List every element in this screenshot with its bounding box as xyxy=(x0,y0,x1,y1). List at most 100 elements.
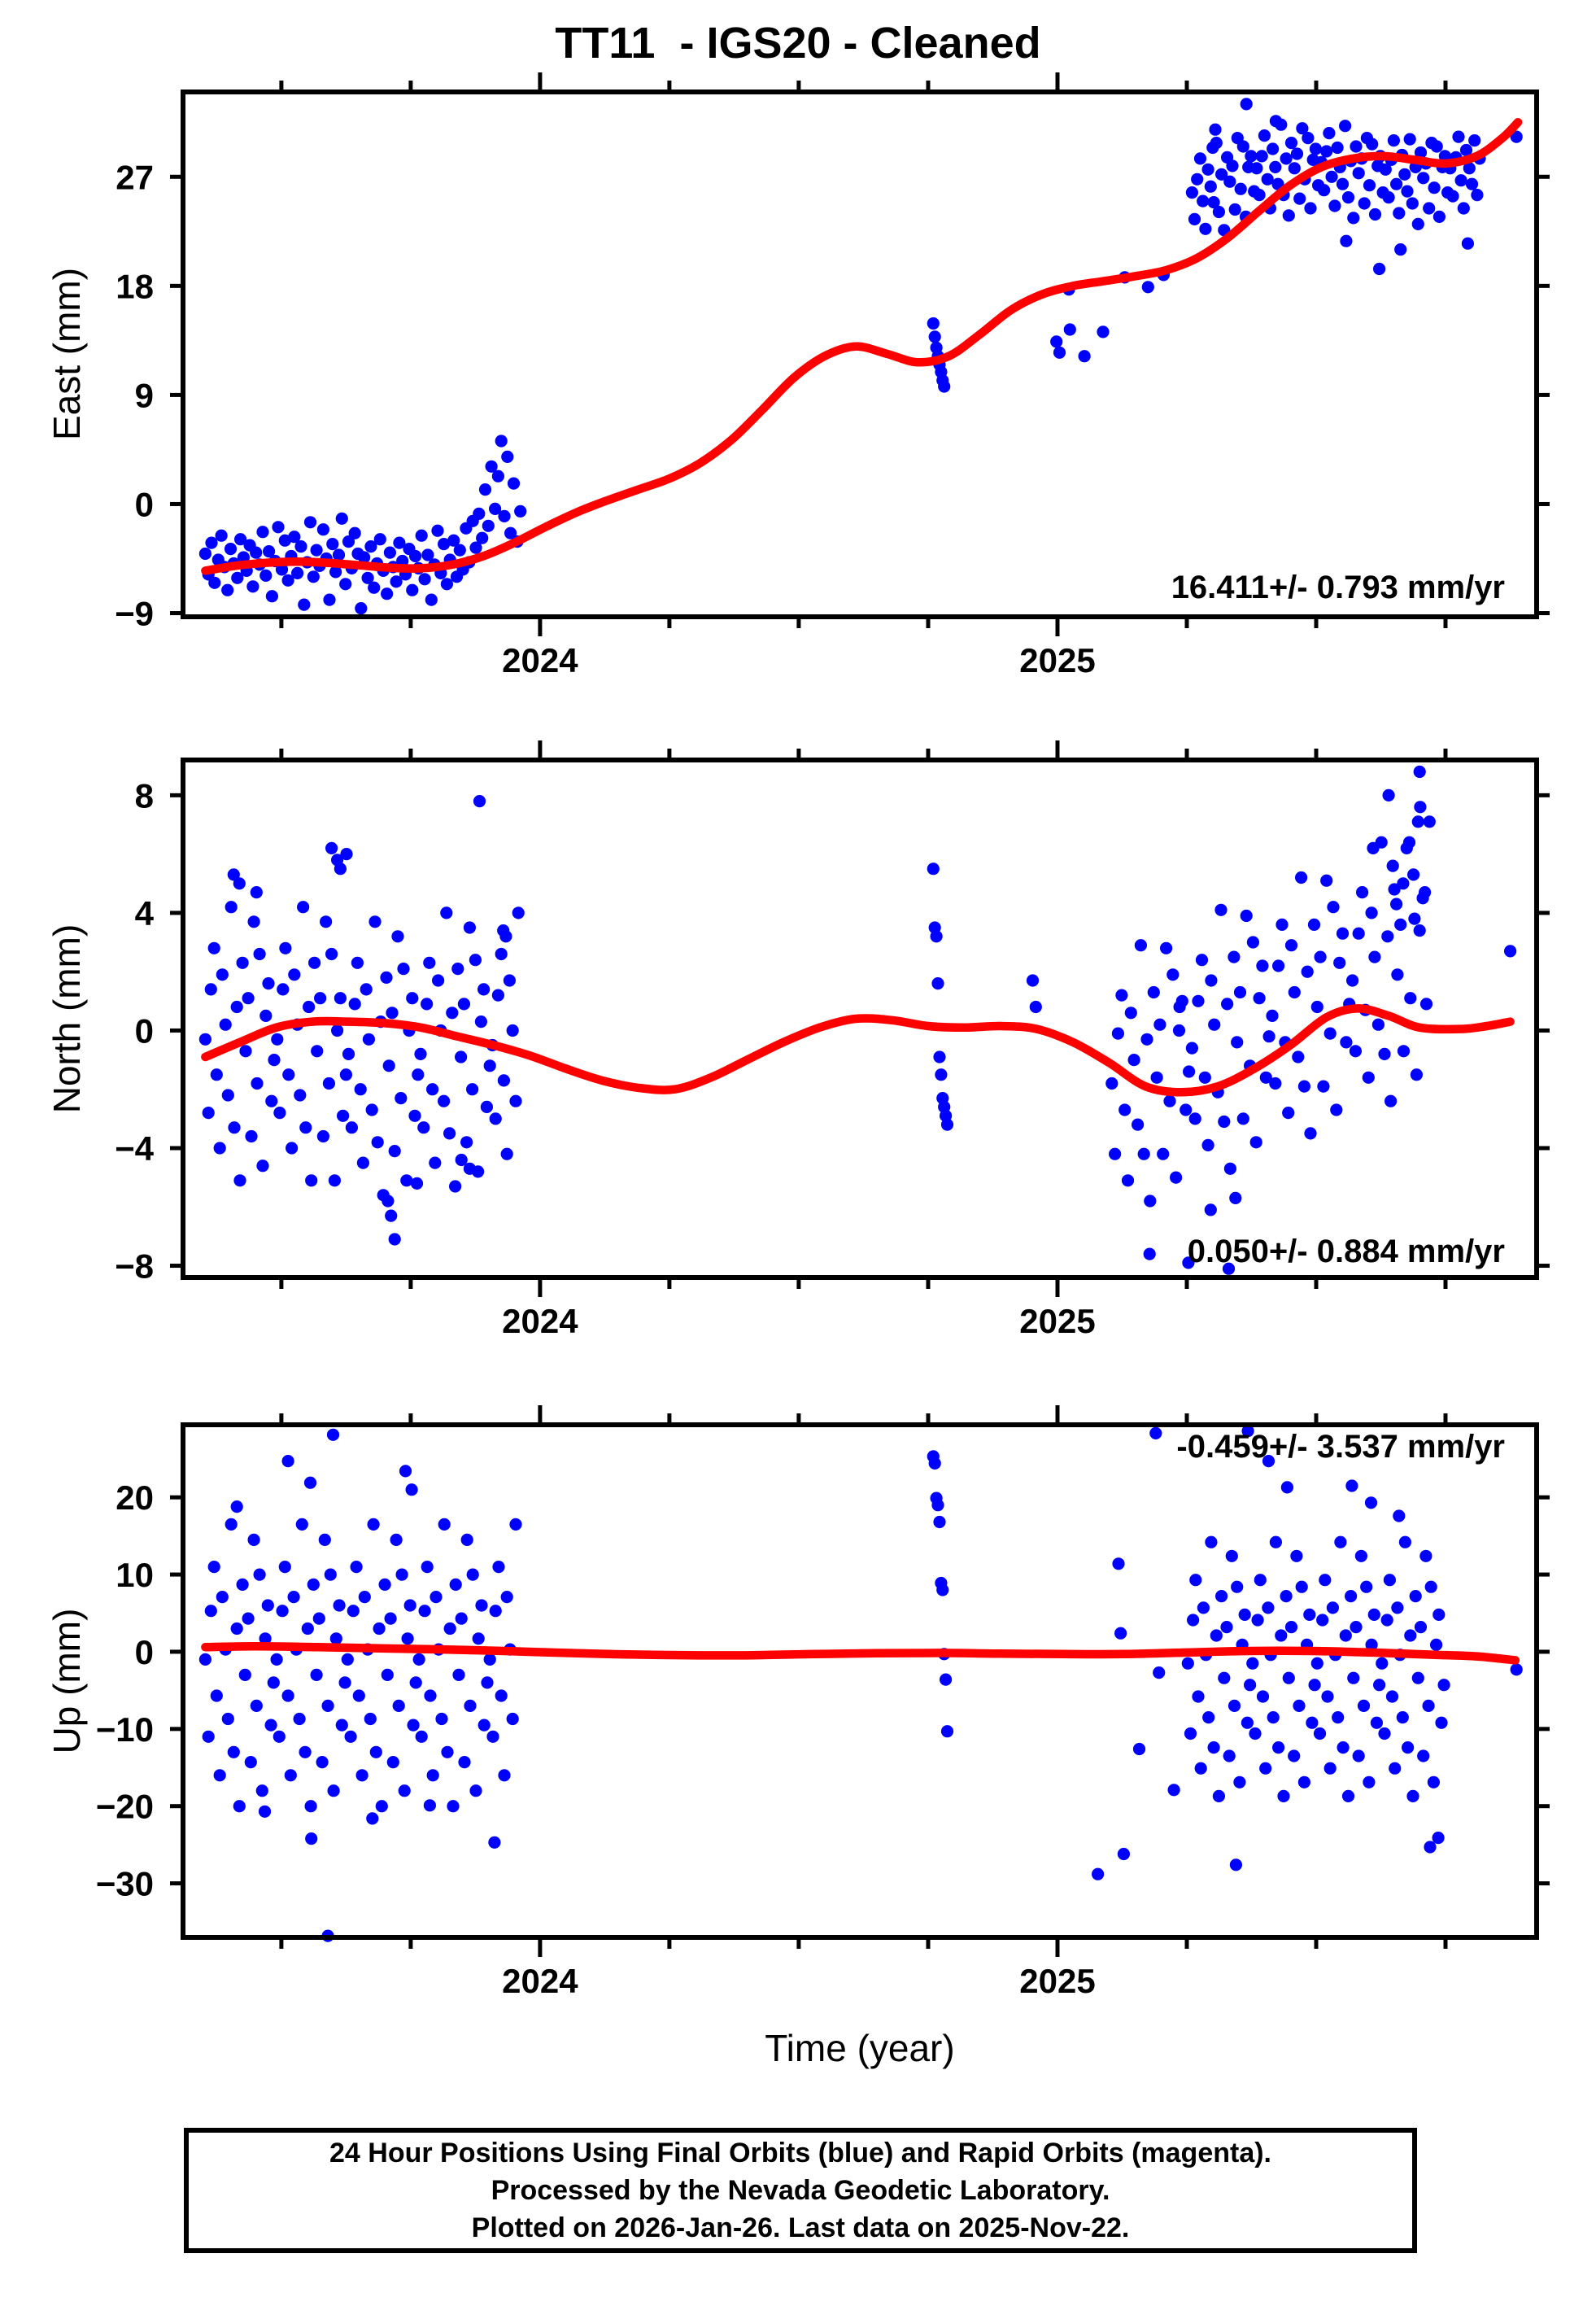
east-data-point xyxy=(1304,202,1317,215)
north-data-point xyxy=(386,1007,399,1020)
east-trend-line xyxy=(201,117,1523,575)
up-data-point xyxy=(259,1632,272,1645)
east-data-point xyxy=(263,545,276,558)
north-data-point xyxy=(1256,959,1269,972)
north-data-point xyxy=(247,915,260,928)
up-data-point xyxy=(310,1668,323,1681)
up-data-point xyxy=(1275,1629,1288,1642)
east-data-point xyxy=(1234,182,1247,195)
north-data-point xyxy=(228,1121,241,1134)
up-data-point xyxy=(307,1578,320,1591)
up-data-point xyxy=(423,1799,437,1812)
up-data-point xyxy=(225,1518,238,1531)
east-data-point xyxy=(281,574,294,587)
up-data-point xyxy=(1280,1590,1293,1603)
up-data-point xyxy=(255,1784,268,1797)
east-data-point xyxy=(1363,179,1376,192)
east-data-point xyxy=(1379,163,1392,176)
north-data-point xyxy=(294,1089,307,1102)
north-data-point xyxy=(1340,1036,1353,1049)
up-data-point xyxy=(1510,1663,1523,1676)
north-data-point xyxy=(391,930,404,943)
north-data-point xyxy=(406,992,419,1005)
east-data-point xyxy=(504,526,517,539)
east-data-point xyxy=(335,512,348,525)
north-data-point xyxy=(1402,836,1416,849)
up-data-point xyxy=(350,1561,363,1574)
up-data-point xyxy=(449,1578,462,1591)
up-data-point xyxy=(316,1756,329,1769)
north-data-point xyxy=(497,1074,511,1087)
up-data-point xyxy=(1396,1711,1409,1724)
north-data-point xyxy=(1362,1071,1375,1084)
up-data-point xyxy=(1437,1679,1450,1692)
up-data-point xyxy=(443,1622,456,1636)
up-data-point xyxy=(1367,1608,1380,1621)
north-data-point xyxy=(325,947,338,961)
up-data-point xyxy=(1303,1608,1316,1621)
up-data-point xyxy=(1380,1614,1393,1627)
north-data-point xyxy=(1140,1033,1153,1046)
north-data-point xyxy=(421,998,434,1011)
north-data-point xyxy=(299,1121,312,1134)
east-data-point xyxy=(938,380,951,393)
north-data-point xyxy=(1275,918,1289,931)
up-data-point xyxy=(940,1673,953,1686)
up-data-point xyxy=(1332,1711,1345,1724)
up-data-point xyxy=(1282,1671,1295,1684)
up-data-point xyxy=(405,1483,418,1496)
north-data-point xyxy=(1111,1027,1124,1040)
east-data-point xyxy=(425,593,438,606)
north-data-point xyxy=(277,983,290,996)
up-data-point xyxy=(329,1632,342,1645)
up-data-point xyxy=(1357,1699,1371,1712)
north-data-point xyxy=(1240,909,1253,923)
up-data-point xyxy=(364,1712,377,1726)
up-data-point xyxy=(230,1500,243,1513)
east-data-point xyxy=(491,469,505,483)
up-data-point xyxy=(1218,1671,1231,1684)
up-data-point xyxy=(247,1533,260,1546)
up-data-point xyxy=(1364,1496,1378,1509)
north-data-point xyxy=(1262,1030,1275,1043)
caption-line-2: Processed by the Nevada Geodetic Laborat… xyxy=(491,2175,1110,2206)
up-data-point xyxy=(1246,1657,1259,1670)
north-data-point xyxy=(382,1194,395,1208)
north-data-point xyxy=(342,1047,355,1060)
up-data-point xyxy=(1360,1580,1373,1593)
north-data-point xyxy=(438,1094,451,1107)
north-data-point xyxy=(455,1153,468,1167)
east-data-point xyxy=(1387,134,1400,147)
east-axis-title: East (mm) xyxy=(46,267,88,441)
up-data-point xyxy=(369,1745,382,1758)
north-data-point xyxy=(297,901,310,914)
up-data-point xyxy=(426,1769,439,1782)
north-data-point xyxy=(1121,1174,1135,1187)
up-data-point xyxy=(284,1769,297,1782)
up-data-point xyxy=(1241,1716,1254,1729)
north-data-point xyxy=(1410,1068,1423,1081)
up-data-point xyxy=(287,1591,300,1604)
east-data-point xyxy=(482,519,495,532)
up-data-point xyxy=(1262,1455,1275,1468)
north-data-point xyxy=(282,1068,295,1081)
up-data-point xyxy=(1398,1535,1411,1548)
north-data-point xyxy=(1183,1065,1196,1078)
east-data-point xyxy=(1411,217,1424,230)
north-data-point xyxy=(1419,998,1433,1011)
east-data-point xyxy=(1340,234,1353,247)
east-data-point xyxy=(1188,212,1201,225)
north-data-point xyxy=(1157,1147,1170,1160)
up-data-point xyxy=(498,1769,511,1782)
north-data-point xyxy=(1385,1094,1398,1107)
east-data-point xyxy=(278,534,291,547)
up-data-point xyxy=(312,1612,325,1625)
north-y-tick-label: 0 xyxy=(135,1011,154,1050)
east-data-point xyxy=(1457,202,1470,215)
north-data-point xyxy=(362,1033,375,1046)
up-data-point xyxy=(301,1622,314,1636)
up-data-point xyxy=(933,1515,946,1529)
up-data-point xyxy=(321,1699,334,1712)
up-data-point xyxy=(281,1689,294,1702)
